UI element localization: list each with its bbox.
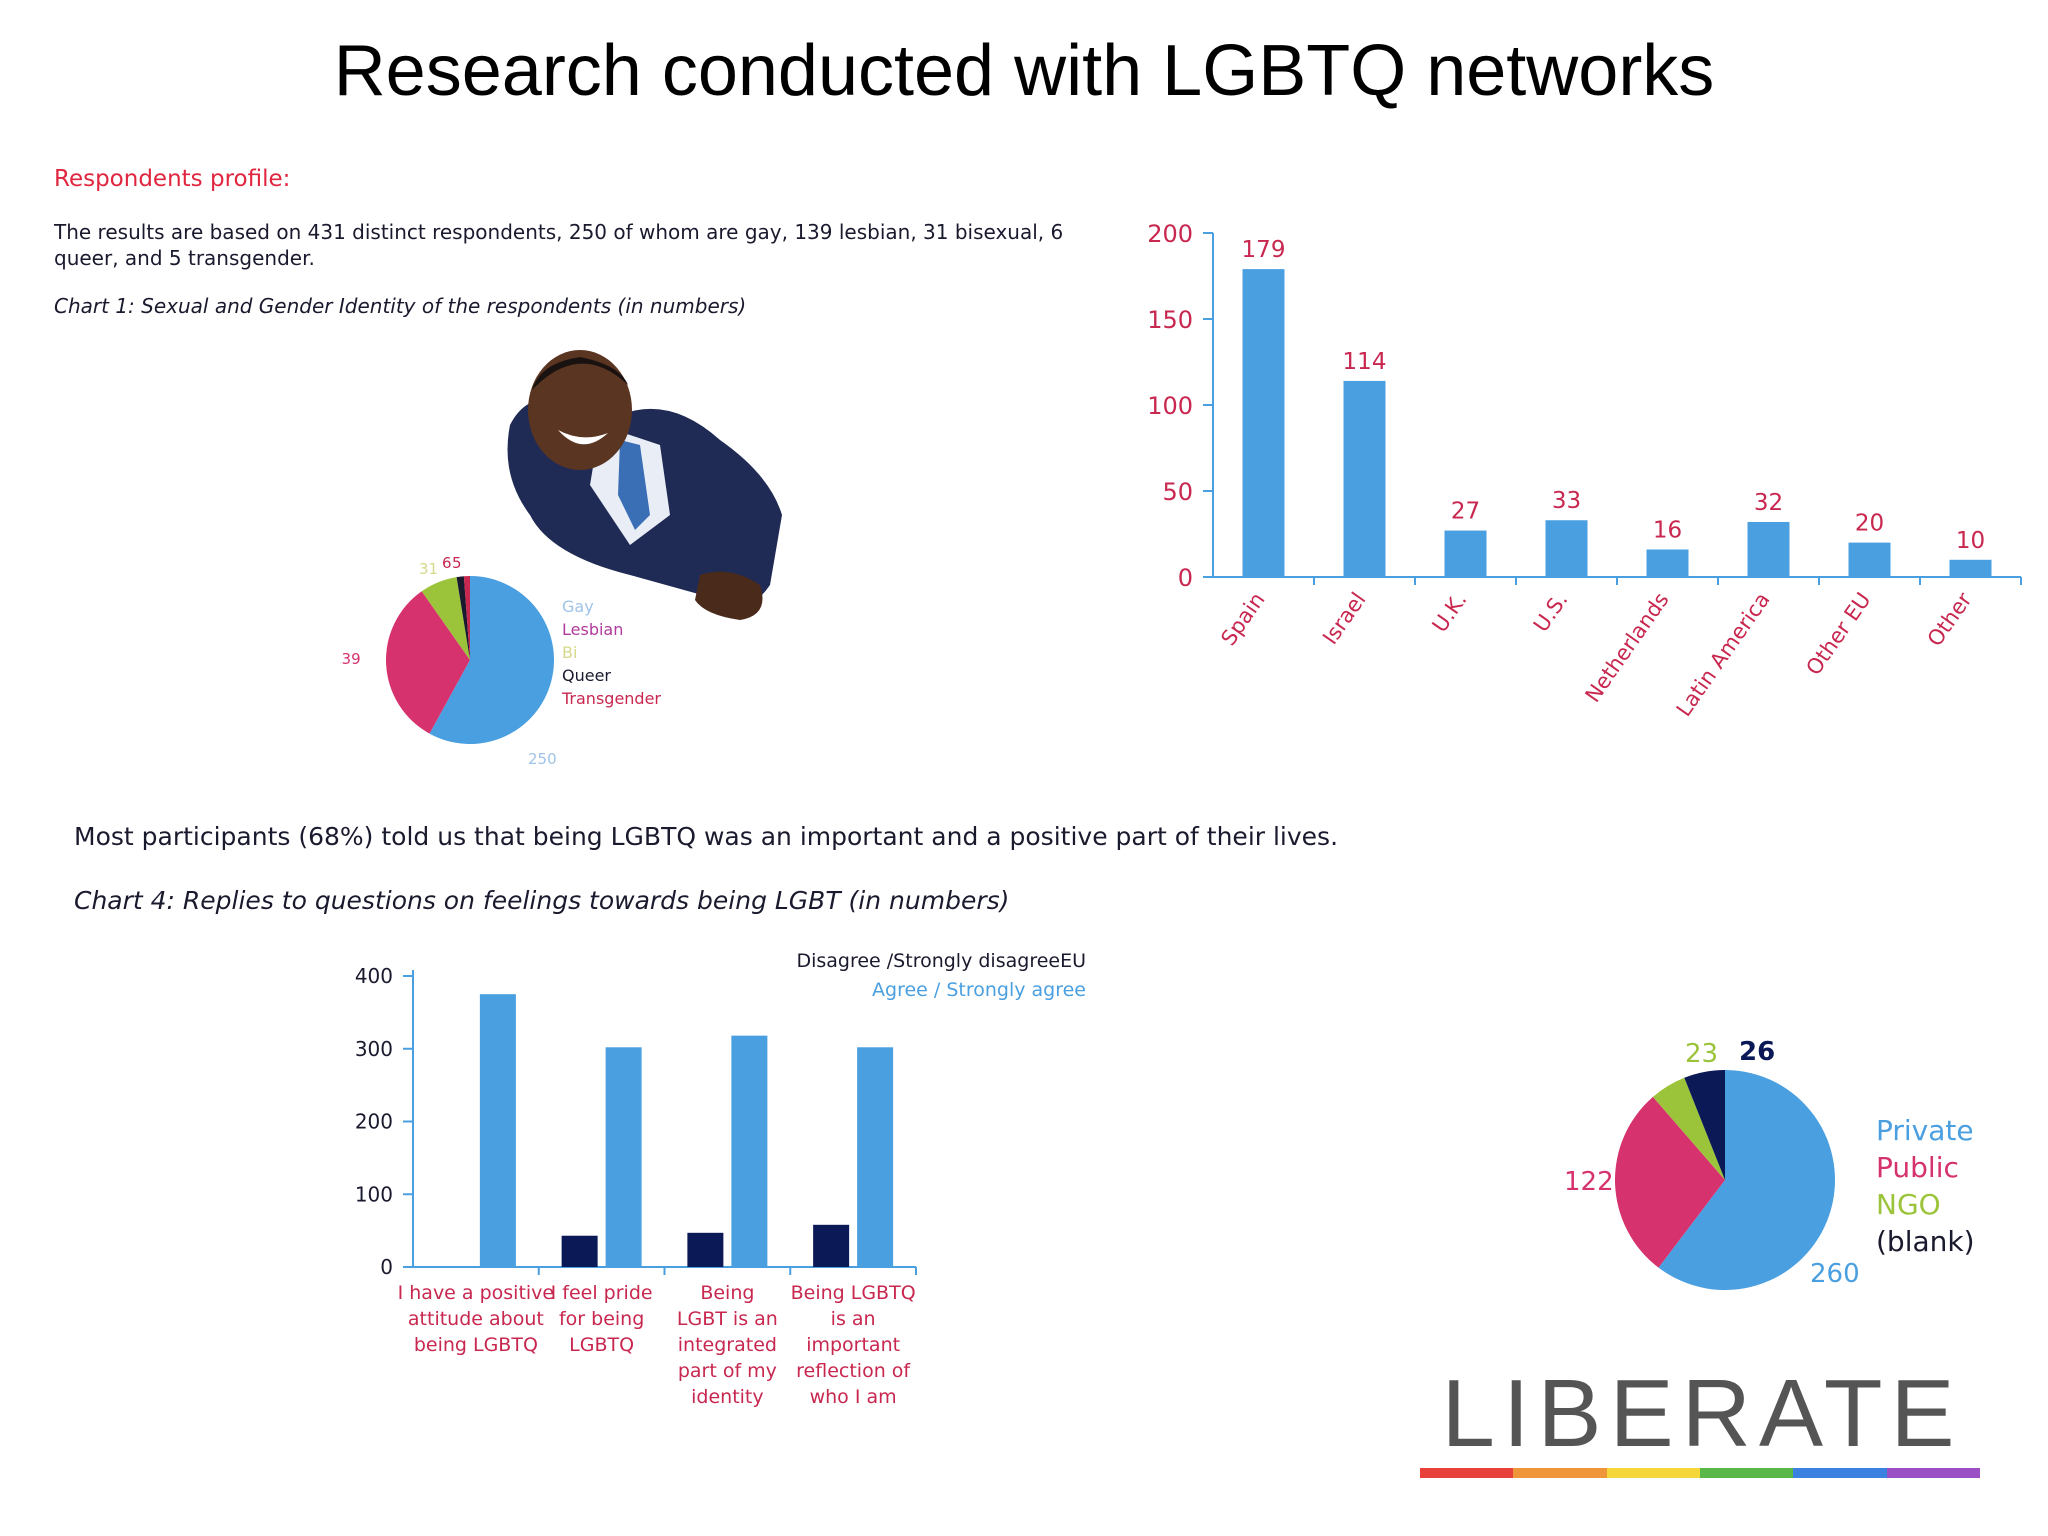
bar-israel	[1343, 380, 1386, 577]
y-tick-label: 50	[1162, 478, 1193, 506]
profile-heading: Respondents profile:	[54, 166, 291, 192]
slice-label-gay: 250	[528, 750, 557, 765]
bar-value-label: 27	[1451, 499, 1480, 525]
x-tick-label: U.S.	[1529, 588, 1573, 636]
bar-disagree-2	[561, 1235, 598, 1267]
logo-stripe-segment	[1513, 1468, 1607, 1478]
x-tick-label: Other EU	[1801, 588, 1875, 680]
slide-title: Research conducted with LGBTQ networks	[333, 31, 1715, 111]
legend-item-private: Private	[1876, 1114, 1974, 1147]
feelings-bar-chart: 0 100 200 300 400 I have a positive attitude a…	[355, 950, 1086, 1408]
bar-other-eu	[1848, 542, 1891, 577]
y-tick-label: 100	[355, 1182, 393, 1206]
x-tick-label: Spain	[1216, 588, 1269, 650]
pie-slice-queer	[456, 576, 470, 660]
bar-other	[1949, 559, 1992, 577]
slice-label-bi: 31	[419, 560, 438, 578]
bar-u-s-	[1545, 520, 1588, 577]
legend-item-lesbian: Lesbian	[562, 620, 623, 639]
pie-slice-bi	[421, 577, 470, 660]
bar-netherlands	[1646, 549, 1689, 577]
pie-slice-lesbian	[386, 591, 470, 734]
bar-u-k-	[1444, 530, 1487, 577]
y-tick-label: 200	[355, 1110, 393, 1134]
pie-slice-ngo	[1652, 1077, 1725, 1180]
x-tick-label: Latin America	[1672, 588, 1775, 721]
y-tick-label: 150	[1147, 306, 1193, 334]
logo-stripe-segment	[1886, 1468, 1980, 1478]
pie-slice-public	[1615, 1096, 1725, 1268]
bar-disagree-4	[813, 1224, 850, 1267]
x-tick-label: Being LGBTQ is an important reflection of wh…	[791, 1282, 916, 1408]
bar-value-label: 16	[1653, 517, 1682, 543]
participants-text: Most participants (68%) told us that bei…	[74, 822, 1339, 851]
legend-item-public: Public	[1876, 1151, 1959, 1184]
bar-value-label: 20	[1855, 511, 1884, 537]
y-tick-label: 100	[1147, 392, 1193, 420]
x-tick-label: Netherlands	[1581, 588, 1674, 707]
x-tick-label: U.K.	[1428, 588, 1472, 637]
slice-label-ngo: 23	[1685, 1039, 1718, 1069]
legend-item-transgender: Transgender	[561, 689, 661, 708]
bar-agree-2	[605, 1047, 642, 1267]
x-tick-label: Being LGBT is an integrated part of my ident…	[677, 1282, 778, 1408]
bar-value-label: 179	[1242, 237, 1286, 263]
slice-label-private: 260	[1810, 1259, 1860, 1289]
legend-item-gay: Gay	[562, 597, 594, 616]
legend-item-ngo: NGO	[1876, 1188, 1941, 1221]
bar-agree-4	[857, 1047, 894, 1267]
profile-text: The results are based on 431 distinct re…	[54, 220, 1064, 270]
bar-spain	[1242, 269, 1285, 577]
pie-slice-private	[1658, 1070, 1835, 1290]
y-tick-label: 0	[1178, 564, 1193, 592]
country-bar-chart: 0 50 100 150 200 179 Spain 114 Israel 27 U.K. 33 U.S…	[1147, 220, 2022, 721]
x-tick-label: I have a positive attitude about being LGB…	[398, 1282, 555, 1356]
legend-item-blank: (blank)	[1876, 1225, 1975, 1258]
logo-stripe-segment	[1793, 1468, 1887, 1478]
sector-pie-chart: 260 122 23 26 Private Public NGO (blank)	[1564, 1037, 1975, 1290]
logo-stripe-segment	[1699, 1468, 1794, 1478]
bar-latin-america	[1747, 521, 1790, 577]
legend-item-bi: Bi	[562, 643, 577, 662]
bar-agree-3	[731, 1035, 768, 1267]
y-tick-label: 0	[380, 1255, 393, 1279]
chart4-caption: Chart 4: Replies to questions on feeling…	[74, 886, 1010, 915]
bar-value-label: 10	[1956, 528, 1985, 554]
bar-value-label: 114	[1343, 349, 1387, 375]
y-tick-label: 300	[355, 1037, 393, 1061]
chart1-caption: Chart 1: Sexual and Gender Identity of t…	[54, 294, 747, 318]
slice-label-blank: 26	[1739, 1037, 1775, 1067]
slice-label-lesbian: 139	[340, 650, 361, 668]
pie-slice-blank	[1684, 1070, 1725, 1180]
slice-label-transgender: 5	[452, 554, 462, 572]
businessman-photo	[507, 350, 782, 620]
x-tick-label: Israel	[1318, 588, 1371, 649]
bar-value-label: 33	[1552, 488, 1581, 514]
pie-slice-gay	[429, 576, 554, 744]
bar-value-label: 32	[1754, 490, 1783, 516]
x-tick-label: Other	[1923, 588, 1977, 651]
liberate-logo: LIBERATE	[1441, 1360, 1963, 1467]
slice-label-public: 122	[1564, 1167, 1614, 1197]
y-tick-label: 400	[355, 964, 393, 988]
liberate-logo-stripe	[1420, 1468, 1980, 1478]
logo-stripe-segment	[1606, 1468, 1700, 1478]
legend-disagree: Disagree /Strongly disagreeEU	[796, 950, 1086, 972]
pie-slice-transgender	[463, 576, 470, 660]
legend-item-queer: Queer	[562, 666, 611, 685]
y-tick-label: 200	[1147, 220, 1193, 248]
bar-agree-1	[479, 994, 516, 1267]
x-tick-label: I feel pride for being LGBTQ	[551, 1282, 653, 1356]
legend-agree: Agree / Strongly agree	[872, 979, 1086, 1001]
slice-label-queer: 6	[442, 554, 452, 572]
bar-disagree-3	[687, 1232, 724, 1267]
logo-stripe-segment	[1420, 1468, 1514, 1478]
